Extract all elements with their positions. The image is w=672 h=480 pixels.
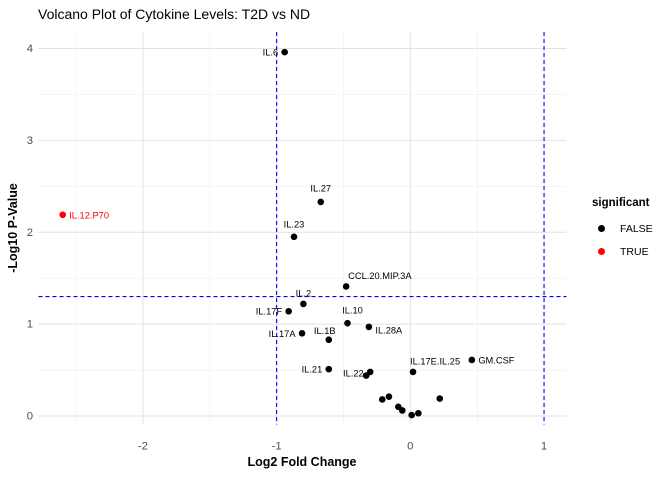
y-tick-label: 4 [27, 43, 33, 55]
legend-label-true: TRUE [620, 245, 649, 258]
data-point [408, 411, 415, 419]
point-label-IL.17E.IL.25: IL.17E.IL.25 [410, 356, 460, 366]
point-label-IL.12.P70: IL.12.P70 [69, 210, 109, 220]
data-point-IL.27 [317, 198, 325, 206]
legend-dot-true-icon [598, 248, 605, 255]
x-tick-label: 0 [407, 441, 413, 453]
point-label-IL.1B: IL.1B [314, 326, 336, 336]
legend-label-false: FALSE [620, 222, 653, 235]
legend-title: significant [592, 197, 650, 209]
point-label-IL.6: IL.6 [263, 48, 279, 58]
legend-row-true: TRUE [586, 240, 670, 263]
data-point [385, 393, 393, 401]
data-point-IL.23 [290, 233, 298, 241]
data-point-CCL.20.MIP.3A [342, 283, 350, 290]
legend-row-false: FALSE [586, 217, 670, 240]
point-label-IL.2: IL.2 [296, 288, 312, 298]
data-point [378, 396, 386, 403]
point-label-IL.10: IL.10 [342, 306, 363, 316]
y-tick-label: 3 [27, 135, 33, 147]
y-tick-label: 2 [27, 227, 33, 239]
data-point-IL.10 [344, 319, 351, 327]
point-label-IL.17F: IL.17F [256, 307, 283, 317]
x-tick-label: -1 [272, 441, 282, 453]
data-point-IL.17E.IL.25 [409, 368, 417, 376]
legend-dot-false-icon [598, 225, 605, 232]
legend: significant FALSE TRUE [586, 197, 670, 263]
data-point-GM.CSF [468, 356, 476, 364]
data-point-IL.17F [285, 307, 292, 315]
x-tick-label: -2 [138, 441, 148, 453]
point-label-IL.23: IL.23 [284, 219, 305, 229]
chart-title: Volcano Plot of Cytokine Levels: T2D vs … [38, 6, 311, 22]
data-point-IL.17A [298, 330, 306, 337]
data-point [436, 395, 444, 402]
point-label-IL.22: IL.22 [343, 368, 364, 378]
data-point [362, 372, 370, 379]
point-label-IL.27: IL.27 [310, 183, 331, 193]
data-point [399, 407, 406, 414]
x-tick-label: 1 [541, 441, 547, 453]
y-tick-label: 1 [27, 319, 33, 331]
x-axis-title: Log2 Fold Change [247, 455, 357, 469]
y-tick-label: 0 [27, 411, 33, 423]
point-label-IL.17A: IL.17A [269, 329, 297, 339]
data-point [415, 409, 422, 417]
point-label-IL.28A: IL.28A [375, 325, 403, 335]
data-point-IL.1B [325, 336, 333, 344]
point-label-IL.21: IL.21 [302, 365, 323, 375]
data-point-IL.2 [300, 300, 307, 308]
point-label-GM.CSF: GM.CSF [478, 355, 514, 365]
data-point-IL.21 [325, 365, 333, 373]
data-point-IL.6 [281, 48, 288, 56]
data-point-IL.28A [365, 323, 373, 331]
point-label-CCL.20.MIP.3A: CCL.20.MIP.3A [348, 271, 412, 281]
data-point-IL.12.P70 [59, 211, 67, 219]
